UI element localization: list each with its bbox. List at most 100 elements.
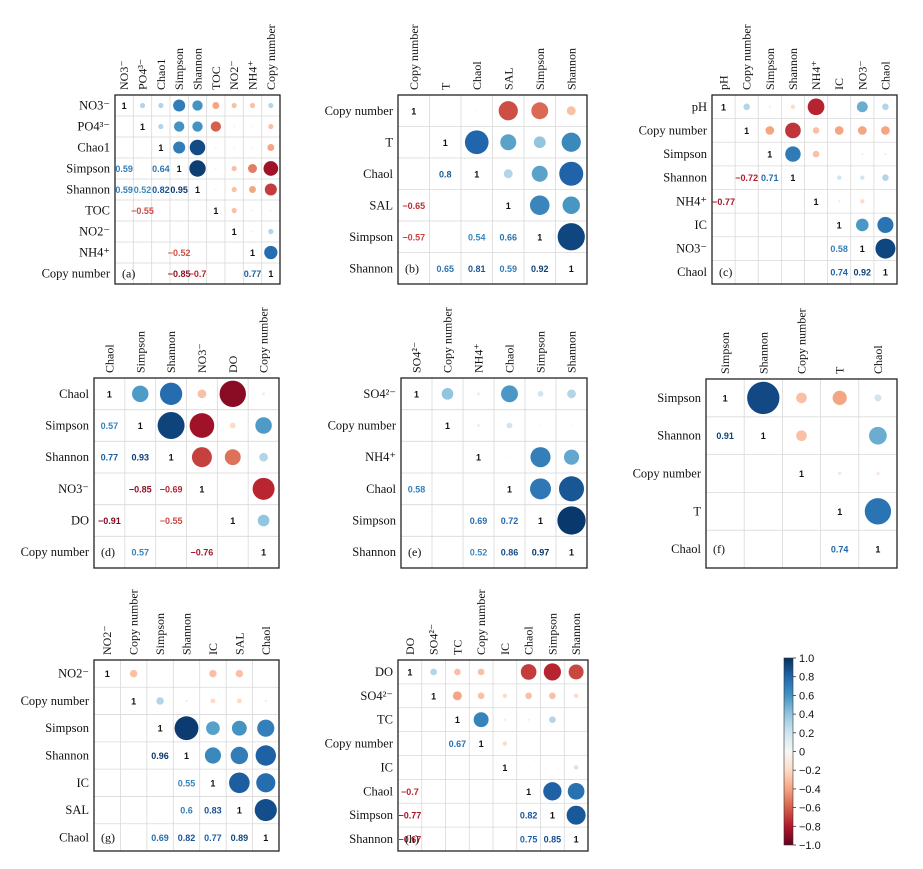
- corr-circle: [231, 720, 247, 736]
- col-label-chaol: Chaol: [259, 626, 273, 655]
- corr-circle: [139, 102, 146, 109]
- corr-circle: [229, 772, 250, 794]
- corr-value: 0.71: [761, 173, 779, 183]
- diag-value: 1: [860, 244, 865, 254]
- col-label-no3: NO3⁻: [195, 343, 209, 373]
- corr-circle: [173, 141, 186, 154]
- row-label-simpson: Simpson: [352, 514, 397, 528]
- corr-circle: [257, 719, 275, 737]
- colorbar-gradient: [783, 657, 794, 846]
- corr-circle: [267, 144, 275, 151]
- row-label-nh4: NH4⁺: [79, 246, 110, 260]
- panel-frame: [400, 377, 588, 569]
- corr-circle: [212, 102, 220, 109]
- col-label-shannon: Shannon: [191, 48, 205, 90]
- corr-circle: [768, 105, 771, 108]
- diag-value: 1: [526, 787, 531, 797]
- diag-value: 1: [237, 806, 242, 816]
- col-label-nh4: NH4⁺: [246, 60, 260, 90]
- corr-circle: [561, 132, 581, 152]
- corr-circle: [877, 216, 894, 233]
- corr-circle: [558, 476, 585, 502]
- corr-value: −0.7: [401, 787, 419, 797]
- corr-circle: [185, 673, 188, 675]
- col-label-simpson: Simpson: [153, 613, 167, 655]
- diag-value: 1: [263, 833, 268, 843]
- col-label-copy-number: Copy number: [474, 589, 488, 655]
- corr-circle: [500, 134, 517, 151]
- corr-circle: [189, 139, 206, 156]
- col-label-tc: TC: [450, 640, 464, 655]
- diag-value: 1: [414, 389, 419, 399]
- panel-label: (a): [122, 267, 135, 281]
- corr-circle: [210, 121, 222, 132]
- corr-circle: [530, 478, 551, 500]
- row-label-simpson: Simpson: [349, 808, 394, 822]
- row-label-chaol: Chaol: [677, 265, 707, 279]
- diag-value: 1: [169, 453, 174, 463]
- colorbar-tick-label: −0.6: [799, 803, 821, 815]
- col-label-nh4: NH4⁺: [809, 60, 823, 90]
- col-label-shannon: Shannon: [180, 613, 194, 655]
- corr-circle: [476, 110, 478, 112]
- corr-value: 0.92: [531, 264, 549, 274]
- panel-label: (g): [101, 830, 115, 844]
- corr-circle: [214, 146, 217, 149]
- corr-value: −0.55: [160, 516, 183, 526]
- row-label-do: DO: [375, 665, 393, 679]
- corr-circle: [441, 388, 454, 400]
- colorbar-tick-label: −0.2: [799, 765, 821, 777]
- panel-5: SO4²⁻ Copy number NH4⁺ Chaol Simpson Shannon S…: [328, 307, 588, 569]
- col-label-t: T: [833, 366, 847, 374]
- col-label-copy-number: Copy number: [795, 308, 809, 374]
- diag-value: 1: [814, 197, 819, 207]
- corr-circle: [249, 186, 256, 193]
- col-label-no2: NO2⁻: [100, 625, 114, 655]
- panel-2: Copy number T Chaol SAL Simpson Shannon Copy n…: [325, 24, 588, 285]
- diag-value: 1: [177, 164, 182, 174]
- col-label-copy-number: Copy number: [441, 307, 455, 373]
- row-label-chaol: Chaol: [59, 830, 89, 844]
- col-label-do: DO: [226, 355, 240, 373]
- col-label-shannon: Shannon: [565, 331, 579, 373]
- corr-circle: [206, 721, 220, 736]
- row-label-tc: TC: [377, 713, 393, 727]
- corr-circle: [255, 417, 272, 434]
- corr-circle: [231, 165, 237, 172]
- corr-value: −0.55: [131, 206, 154, 216]
- corr-circle: [884, 152, 887, 156]
- corr-circle: [255, 745, 276, 766]
- row-label-simpson: Simpson: [66, 162, 111, 176]
- panel-label: (c): [719, 265, 732, 279]
- corr-circle: [214, 188, 217, 191]
- corr-circle: [549, 692, 556, 700]
- row-label-copy-number: Copy number: [325, 104, 394, 118]
- corr-circle: [566, 805, 586, 825]
- row-label-ic: IC: [695, 218, 708, 232]
- panel-label: (b): [405, 261, 419, 275]
- corr-circle: [192, 100, 203, 111]
- corr-value: 0.72: [501, 516, 519, 526]
- corr-value: 0.97: [532, 548, 550, 558]
- row-label-ph: pH: [692, 100, 707, 114]
- corr-circle: [874, 394, 882, 402]
- corr-circle: [876, 471, 880, 476]
- corr-circle: [501, 385, 518, 403]
- row-label-copy-number: Copy number: [325, 737, 394, 751]
- diag-value: 1: [431, 691, 436, 701]
- diag-value: 1: [199, 484, 204, 494]
- corr-value: 0.85: [544, 835, 562, 845]
- corr-circle: [557, 223, 585, 251]
- corr-circle: [812, 127, 820, 134]
- corr-circle: [159, 382, 183, 405]
- panel-frame: [397, 94, 588, 285]
- col-label-toc: TOC: [209, 66, 223, 90]
- corr-circle: [268, 102, 274, 109]
- col-label-chaol: Chaol: [503, 344, 517, 373]
- corr-value: 0.77: [101, 453, 119, 463]
- corr-value: −0.76: [191, 548, 214, 558]
- corr-circle: [248, 164, 257, 173]
- colorbar: 1.0 0.8 0.6 0.4 0.2 0 −0.2 −0.4 −0.6 −0.8 −1.0: [783, 653, 821, 852]
- diag-value: 1: [502, 763, 507, 773]
- row-label-shannon: Shannon: [352, 545, 397, 559]
